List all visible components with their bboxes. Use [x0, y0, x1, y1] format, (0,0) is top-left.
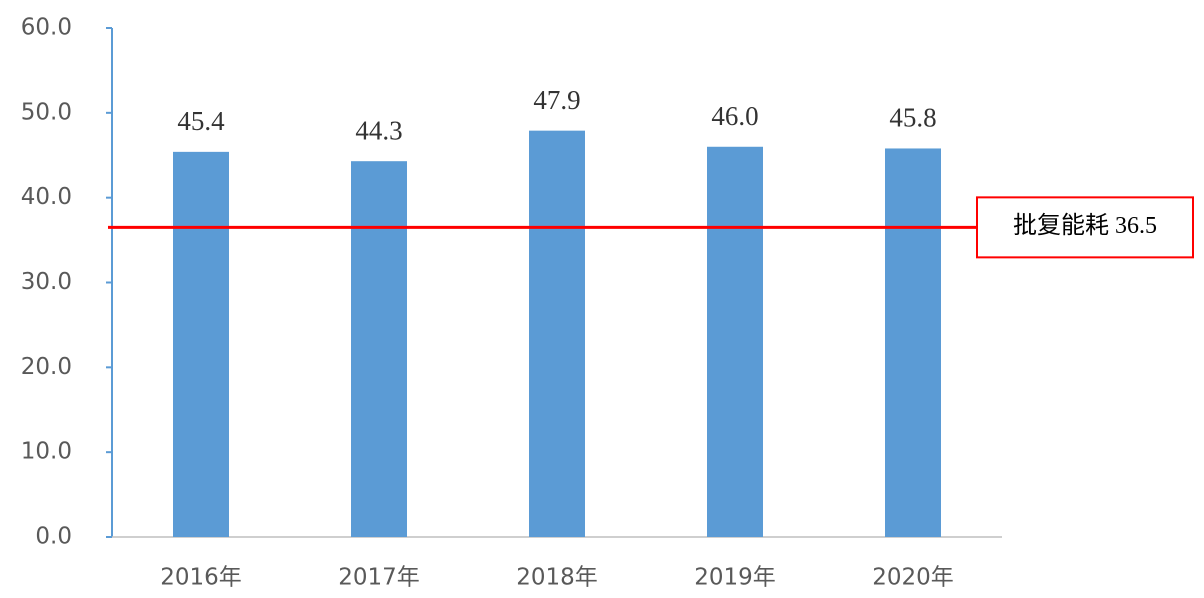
bar: [707, 146, 763, 537]
y-tick-label: 10.0: [21, 439, 72, 465]
y-tick-label: 30.0: [21, 269, 72, 295]
x-tick-label: 2017年: [338, 565, 420, 591]
y-tick-label: 0.0: [35, 524, 72, 550]
y-tick-label: 40.0: [21, 184, 72, 210]
value-label: 45.4: [177, 106, 225, 136]
x-tick-label: 2018年: [516, 565, 598, 591]
x-tick-label: 2016年: [160, 565, 242, 591]
bar: [529, 130, 585, 538]
y-tick-label: 60.0: [21, 15, 72, 41]
bar: [173, 151, 229, 537]
bar: [351, 161, 407, 537]
y-tick-label: 20.0: [21, 354, 72, 380]
value-label: 44.3: [355, 115, 402, 145]
annotation-box: [976, 196, 1194, 259]
value-label: 47.9: [533, 85, 580, 115]
y-tick-label: 50.0: [21, 99, 72, 125]
x-tick-label: 2019年: [694, 565, 776, 591]
value-label: 45.8: [889, 103, 936, 133]
x-tick-label: 2020年: [872, 565, 954, 591]
value-label: 46.0: [711, 101, 758, 131]
bar: [885, 148, 941, 538]
annotation: 批复能耗 36.5: [1013, 212, 1157, 239]
